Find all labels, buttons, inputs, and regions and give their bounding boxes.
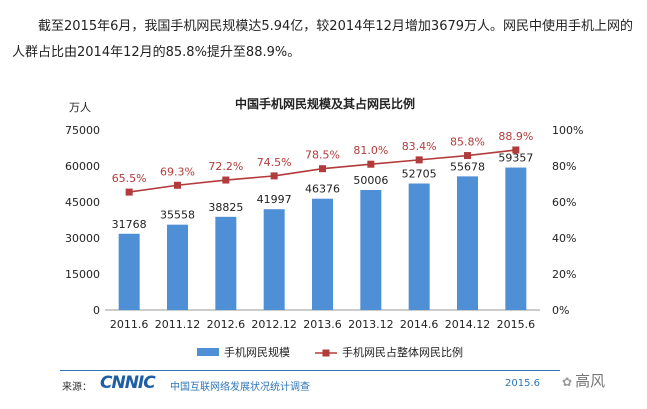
y2-tick-label: 60%	[552, 196, 576, 209]
y-tick-label: 60000	[65, 160, 100, 173]
intro-text: 截至2015年6月，我国手机网民规模达5.94亿，较2014年12月增加3679…	[12, 19, 634, 60]
y-tick-label: 75000	[65, 124, 100, 137]
y2-tick-label: 80%	[552, 160, 576, 173]
wechat-icon: ✿	[562, 375, 573, 389]
bar-value-label: 41997	[257, 193, 292, 206]
x-tick-label: 2011.12	[155, 318, 201, 331]
y2-tick-label: 40%	[552, 232, 576, 245]
line-value-label: 74.5%	[257, 156, 292, 169]
bar-value-label: 52705	[402, 168, 437, 181]
line-point	[174, 181, 181, 189]
line-point	[319, 165, 326, 173]
bar	[457, 176, 478, 310]
source-label: 来源：	[62, 382, 92, 393]
y2-tick-label: 100%	[552, 124, 583, 137]
bar-value-label: 38825	[208, 201, 243, 214]
line-point	[512, 146, 520, 154]
legend: 手机网民规模 手机网民占整体网民比例	[197, 345, 463, 359]
y-tick-label: 0	[93, 304, 100, 317]
line-point	[222, 176, 230, 184]
line-value-label: 72.2%	[208, 160, 243, 173]
bar-value-label: 55678	[450, 160, 485, 173]
y-tick-label: 30000	[65, 232, 100, 245]
line-series: 65.5% 69.3% 72.2% 74.5% 78.5% 81.0% 83.4% 85.8%…	[112, 130, 533, 196]
line-value-label: 78.5%	[305, 149, 340, 162]
x-tick-label: 2011.6	[110, 318, 149, 331]
source-logo: CNNIC	[100, 373, 156, 393]
bar-value-label: 50006	[353, 174, 388, 187]
line-value-label: 81.0%	[353, 144, 388, 157]
line-point	[270, 172, 278, 180]
bar	[263, 209, 285, 310]
legend-bar-label: 手机网民规模	[224, 345, 290, 359]
y-tick-label: 15000	[65, 268, 100, 281]
x-tick-label: 2013.6	[303, 318, 342, 331]
axes: 0 15000 30000 45000 60000 75000 0% 20% 40% 60% 80%…	[65, 124, 583, 331]
bar	[167, 224, 188, 310]
bar	[505, 167, 527, 310]
x-tick-label: 2012.6	[207, 318, 246, 331]
x-tick-label: 2014.6	[400, 318, 439, 331]
x-tick-label: 2012.12	[251, 318, 297, 331]
x-tick-label: 2013.12	[348, 318, 394, 331]
intro-paragraph: 截至2015年6月，我国手机网民规模达5.94亿，较2014年12月增加3679…	[12, 14, 637, 66]
bar-value-label: 31768	[112, 218, 147, 231]
source-name: 中国互联网络发展状况统计调查	[170, 382, 310, 393]
watermark-text: 高风	[575, 372, 606, 390]
footer-divider	[60, 370, 560, 371]
line-value-label: 69.3%	[160, 165, 195, 178]
chart-title: 中国手机网民规模及其占网民比例	[235, 96, 415, 111]
line-value-label: 83.4%	[402, 140, 437, 153]
legend-bar-swatch	[197, 348, 219, 356]
line-value-label: 88.9%	[498, 130, 533, 143]
watermark: ✿ 高风	[562, 370, 605, 391]
line-value-label: 65.5%	[112, 172, 147, 185]
bar	[215, 216, 237, 310]
x-tick-label: 2014.12	[445, 318, 491, 331]
line-point	[464, 152, 471, 160]
line-point	[125, 188, 133, 196]
bar	[312, 198, 333, 310]
bar	[360, 189, 382, 310]
y2-tick-label: 0%	[552, 304, 569, 317]
x-tick-label: 2015.6	[497, 318, 536, 331]
line-point	[415, 156, 423, 164]
legend-line-label: 手机网民占整体网民比例	[342, 345, 463, 359]
y-tick-label: 45000	[65, 196, 100, 209]
y-axis-label: 万人	[69, 101, 91, 114]
bar	[408, 183, 430, 310]
bars-series: 31768 35558 38825 41997 46376 50006 52705 55678…	[112, 152, 533, 310]
legend-line-marker	[322, 349, 330, 357]
bar-value-label: 35558	[160, 209, 195, 222]
line-value-label: 85.8%	[450, 136, 485, 149]
bar-value-label: 59357	[498, 152, 533, 165]
bar-value-label: 46376	[305, 183, 340, 196]
bar	[118, 233, 140, 310]
source-date: 2015.6	[505, 378, 540, 389]
y2-tick-label: 20%	[552, 268, 576, 281]
line-point	[367, 160, 375, 168]
